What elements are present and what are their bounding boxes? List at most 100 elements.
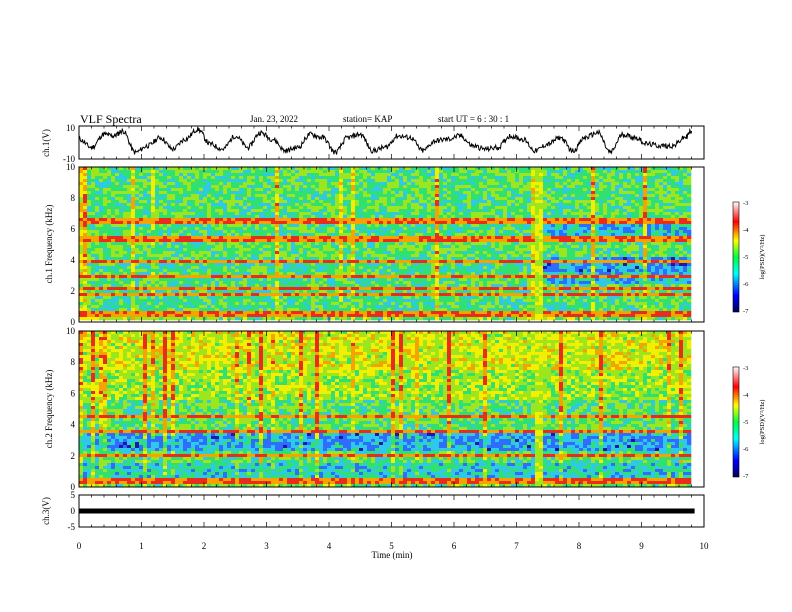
spectrogram-cell [379,311,384,315]
spectrogram-cell [347,200,352,204]
spectrogram-cell [331,191,336,195]
spectrogram-cell [103,287,108,291]
spectrogram-cell [287,221,292,225]
spectrogram-cell [363,245,368,249]
spectrogram-cell [247,212,252,216]
spectrogram-cell [455,182,460,186]
spectrogram-cell [155,314,160,318]
spectrogram-cell [399,299,404,303]
spectrogram-cell [335,242,340,246]
spectrogram-cell [215,179,220,183]
spectrogram-cell [255,314,260,318]
spectrogram-cell [207,182,212,186]
spectrogram-cell [223,284,228,288]
spectrogram-cell [203,203,208,207]
spectrogram-cell [119,302,124,306]
spectrogram-cell [367,293,372,297]
spectrogram-cell [135,233,140,237]
spectrogram-cell [243,239,248,243]
spectrogram-cell [355,185,360,189]
spectrogram-cell [107,260,112,264]
spectrogram-cell [95,251,100,255]
spectrogram-cell [187,251,192,255]
spectrogram-cell [115,296,120,300]
spectrogram-cell [271,311,276,315]
spectrogram-cell [423,302,428,306]
spectrogram-cell [383,185,388,189]
spectrogram-cell [107,278,112,282]
spectrogram-cell [211,272,216,276]
spectrogram-cell [371,254,376,258]
spectrogram-cell [183,257,188,261]
spectrogram-cell [459,206,464,210]
spectrogram-cell [455,200,460,204]
spectrogram-cell [443,221,448,225]
spectrogram-cell [235,215,240,219]
spectrogram-cell [231,179,236,183]
spectrogram-cell [423,290,428,294]
spectrogram-cell [339,293,344,297]
spectrogram-cell [323,317,328,321]
spectrogram-cell [295,209,300,213]
spectrogram-cell [383,179,388,183]
spectrogram-cell [455,230,460,234]
spectrogram-cell [227,194,232,198]
spectrogram-cell [379,284,384,288]
spectrogram-cell [455,221,460,225]
spectrogram-cell [375,182,380,186]
spectrogram-cell [103,194,108,198]
spectrogram-cell [155,290,160,294]
spectrogram-cell [215,251,220,255]
spectrogram-cell [335,176,340,180]
spectrogram-cell [251,308,256,312]
spectrogram-cell [319,278,324,282]
spectrogram-cell [251,173,256,177]
spectrogram-cell [219,179,224,183]
spectrogram-cell [423,185,428,189]
spectrogram-cell [331,308,336,312]
spectrogram-cell [335,239,340,243]
spectrogram-cell [287,170,292,174]
spectrogram-cell [203,206,208,210]
spectrogram-cell [203,275,208,279]
spectrogram-cell [403,254,408,258]
spectrogram-cell [351,278,356,282]
spectrogram-cell [155,209,160,213]
spectrogram-cell [267,293,272,297]
spectrogram-cell [387,224,392,228]
spectrogram-cell [211,167,216,171]
spectrogram-cell [363,296,368,300]
spectrogram-cell [115,188,120,192]
spectrogram-cell [311,173,316,177]
spectrogram-cell [415,305,420,309]
spectrogram-cell [187,200,192,204]
spectrogram-cell [115,203,120,207]
spectrogram-cell [215,317,220,321]
spectrogram-cell [291,299,296,303]
spectrogram-cell [119,215,124,219]
spectrogram-cell [395,212,400,216]
spectrogram-cell [107,290,112,294]
spectrogram-cell [255,176,260,180]
spectrogram-cell [335,203,340,207]
spectrogram-cell [303,290,308,294]
spectrogram-cell [383,275,388,279]
spectrogram-cell [103,209,108,213]
spectrogram-cell [291,272,296,276]
spectrogram-cell [99,224,104,228]
spectrogram-cell [267,257,272,261]
spectrogram-cell [155,197,160,201]
spectrogram-cell [319,209,324,213]
spectrogram-cell [247,251,252,255]
spectrogram-cell [315,203,320,207]
spectrogram-cell [183,311,188,315]
spectrogram-cell [427,230,432,234]
spectrogram-cell [283,281,288,285]
spectrogram-cell [99,290,104,294]
spectrogram-cell [187,278,192,282]
spectrogram-cell [347,230,352,234]
spectrogram-cell [167,239,172,243]
spectrogram-cell [443,176,448,180]
spectrogram-cell [179,224,184,228]
spectrogram-cell [131,209,136,213]
